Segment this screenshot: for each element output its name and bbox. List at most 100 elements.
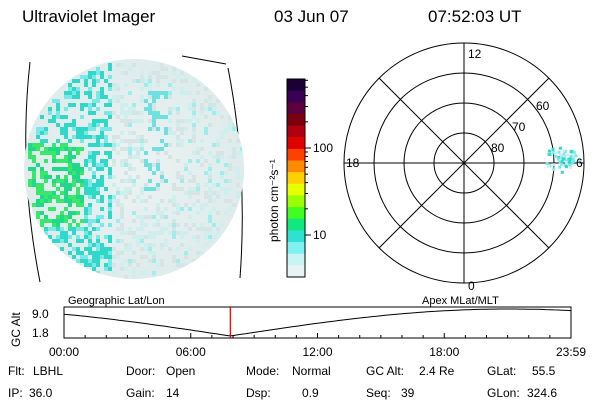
emission-pixel [148, 107, 152, 111]
emission-pixel [164, 67, 168, 71]
time-label: 07:52:03 UT [428, 7, 522, 26]
emission-pixel [208, 179, 212, 183]
emission-pixel [100, 251, 104, 255]
colorbar-cell [287, 160, 305, 173]
emission-pixel [68, 91, 72, 95]
emission-pixel [224, 179, 228, 183]
emission-pixel [116, 135, 120, 139]
status-mode-value: Normal [292, 364, 331, 378]
emission-pixel [72, 127, 76, 131]
colorbar-cell [287, 148, 305, 162]
emission-pixel [184, 119, 188, 123]
emission-pixel [40, 219, 44, 223]
emission-pixel [104, 159, 108, 163]
emission-pixel [192, 107, 196, 111]
polar-emission-pixel [568, 163, 572, 167]
emission-pixel [56, 115, 60, 119]
emission-pixel [92, 259, 96, 263]
polar-emission-pixel [564, 161, 568, 164]
emission-pixel [148, 179, 152, 183]
emission-pixel [92, 111, 96, 115]
emission-pixel [84, 131, 88, 135]
colorbar-cell [287, 253, 305, 266]
emission-pixel [76, 151, 80, 155]
emission-pixel [108, 67, 112, 71]
emission-pixel [124, 163, 128, 167]
emission-pixel [92, 155, 96, 159]
emission-pixel [56, 175, 60, 179]
emission-pixel [152, 95, 156, 99]
emission-pixel [96, 259, 100, 263]
emission-pixel [52, 183, 56, 187]
emission-pixel [48, 107, 52, 111]
emission-pixel [100, 163, 104, 167]
emission-pixel [156, 159, 160, 163]
emission-pixel [64, 187, 68, 191]
emission-pixel [120, 231, 124, 235]
emission-pixel [36, 199, 40, 203]
timeline-ymax: 9.0 [32, 307, 49, 321]
emission-pixel [84, 211, 88, 215]
emission-pixel [116, 199, 120, 203]
emission-pixel [104, 127, 108, 131]
emission-pixel [80, 135, 84, 139]
emission-pixel [28, 147, 32, 151]
emission-pixel [208, 215, 212, 219]
emission-pixel [96, 235, 100, 239]
emission-pixel [76, 175, 80, 179]
emission-pixel [176, 263, 180, 267]
emission-pixel [156, 187, 160, 191]
polar-emission-pixel [560, 160, 564, 164]
emission-pixel [176, 211, 180, 215]
emission-pixel [164, 179, 168, 183]
emission-pixel [216, 143, 220, 147]
emission-pixel [108, 255, 112, 259]
emission-pixel [144, 99, 148, 103]
emission-pixel [148, 163, 152, 167]
emission-pixel [64, 219, 68, 223]
status-seq-label: Seq: [366, 386, 391, 400]
emission-pixel [52, 119, 56, 123]
mlt-label-dusk: 18 [346, 156, 360, 170]
emission-pixel [44, 191, 48, 195]
emission-pixel [172, 211, 176, 215]
emission-pixel [124, 139, 128, 143]
emission-pixel [180, 87, 184, 91]
emission-pixel [100, 179, 104, 183]
emission-pixel [172, 223, 176, 227]
emission-pixel [132, 211, 136, 215]
emission-pixel [208, 99, 212, 103]
emission-pixel [76, 251, 80, 255]
emission-pixel [76, 199, 80, 203]
emission-pixel [100, 87, 104, 91]
emission-pixel [92, 267, 96, 271]
emission-pixel [96, 239, 100, 243]
emission-pixel [152, 235, 156, 239]
emission-pixel [192, 111, 196, 115]
emission-pixel [144, 151, 148, 155]
emission-pixel [148, 187, 152, 191]
emission-pixel [88, 259, 92, 263]
emission-pixel [220, 175, 224, 179]
emission-pixel [72, 95, 76, 99]
emission-pixel [52, 155, 56, 159]
emission-pixel [84, 103, 88, 107]
emission-pixel [32, 143, 36, 147]
emission-pixel [208, 211, 212, 215]
emission-pixel [240, 151, 244, 155]
emission-pixel [52, 191, 56, 195]
emission-pixel [220, 131, 224, 135]
emission-pixel [136, 239, 140, 243]
emission-pixel [108, 195, 112, 199]
colorbar-cell [287, 218, 305, 231]
emission-pixel [84, 163, 88, 167]
polar-emission-pixel [569, 154, 573, 158]
emission-pixel [84, 207, 88, 211]
emission-pixel [124, 231, 128, 235]
emission-pixel [72, 179, 76, 183]
emission-pixel [160, 199, 164, 203]
polar-emission [545, 146, 582, 174]
emission-pixel [60, 143, 64, 147]
emission-pixel [148, 127, 152, 131]
emission-pixel [72, 175, 76, 179]
